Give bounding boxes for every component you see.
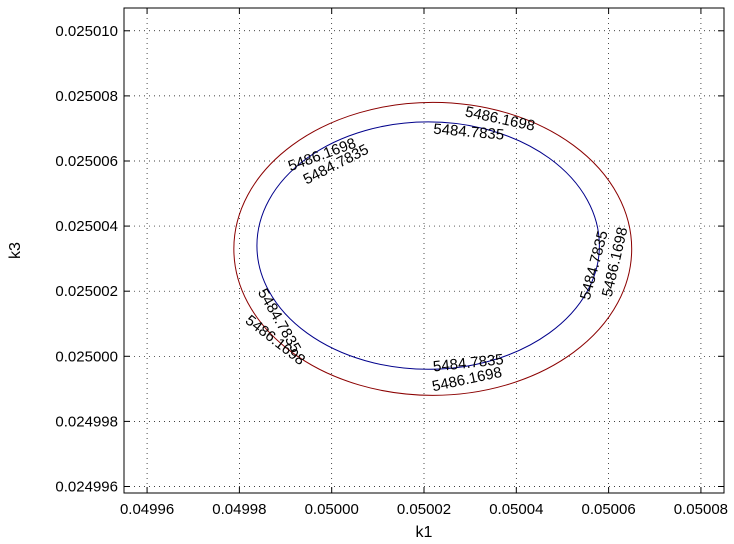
y-tick-label: 0.025008 bbox=[55, 88, 118, 105]
y-tick-label: 0.025000 bbox=[55, 348, 118, 365]
y-tick-label: 0.025002 bbox=[55, 283, 118, 300]
x-tick-label: 0.05006 bbox=[581, 501, 635, 518]
x-tick-label: 0.04998 bbox=[212, 501, 266, 518]
plot-area bbox=[124, 8, 724, 493]
y-tick-label: 0.024996 bbox=[55, 478, 118, 495]
y-axis: 0.024996 0.024998 0.025000 0.025002 0.025004… bbox=[55, 23, 724, 495]
y-tick-label: 0.025004 bbox=[55, 218, 118, 235]
contour-line-5484-7835 bbox=[256, 121, 600, 370]
grid-lines bbox=[124, 8, 724, 493]
contour-lines bbox=[233, 101, 633, 396]
y-tick-label: 0.025006 bbox=[55, 153, 118, 170]
x-tick-label: 0.05002 bbox=[397, 501, 451, 518]
x-tick-label: 0.05004 bbox=[489, 501, 543, 518]
contour-line-5486-1698 bbox=[233, 101, 633, 396]
y-axis-label: k3 bbox=[7, 242, 24, 259]
x-axis-label: k1 bbox=[416, 524, 433, 541]
y-tick-label: 0.024998 bbox=[55, 413, 118, 430]
contour-level-label: 5484.7835 bbox=[433, 121, 505, 144]
x-axis: 0.04996 0.04998 0.05000 0.05002 0.05004 0.050… bbox=[120, 8, 728, 518]
y-tick-label: 0.025010 bbox=[55, 23, 118, 40]
x-tick-label: 0.05008 bbox=[674, 501, 728, 518]
x-tick-label: 0.04996 bbox=[120, 501, 174, 518]
x-tick-label: 0.05000 bbox=[305, 501, 359, 518]
